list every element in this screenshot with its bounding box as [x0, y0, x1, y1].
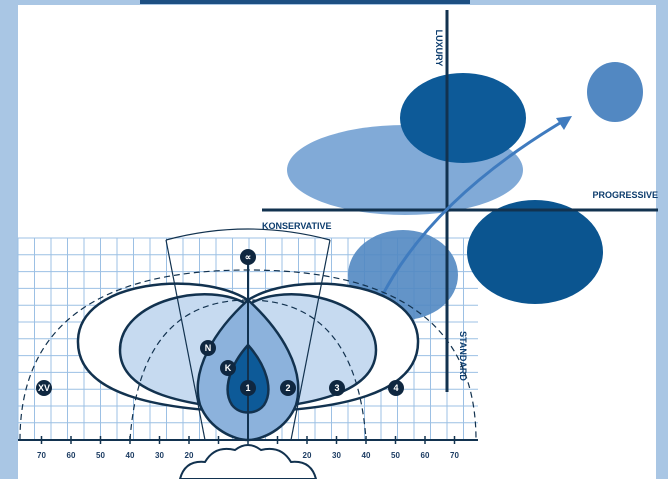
scale-label: 70: [37, 451, 46, 460]
scale-label: 60: [421, 451, 430, 460]
segment-blob: [467, 200, 603, 304]
scale-label: 20: [185, 451, 194, 460]
scale-label: 30: [155, 451, 164, 460]
axis-label: PROGRESSIVE: [592, 190, 658, 200]
segment-blob: [587, 62, 643, 122]
marker-dot: [220, 360, 236, 376]
marker-label: 2: [285, 383, 290, 393]
marker-label: 3: [334, 383, 339, 393]
marker-dot: [280, 380, 296, 396]
marker-label: K: [225, 363, 232, 373]
segment-blob: [400, 73, 526, 163]
scale-label: 50: [391, 451, 400, 460]
scale-label: 20: [303, 451, 312, 460]
axis-label: STANDARD: [458, 331, 468, 381]
marker-label: N: [205, 343, 212, 353]
marker-label: 4: [393, 383, 398, 393]
guides: [19, 228, 477, 441]
marker-label: 1: [245, 383, 250, 393]
marker-dot: [388, 380, 404, 396]
frame-left: [0, 0, 18, 479]
marker-dot: [200, 340, 216, 356]
scale: 70605040302010010203040506070: [37, 436, 459, 460]
axis-label: LUXURY: [434, 30, 444, 67]
scale-label: 40: [126, 451, 135, 460]
scale-label: 70: [450, 451, 459, 460]
head-outline: [178, 444, 318, 480]
marker-dot: [329, 380, 345, 396]
marker-dot: [240, 249, 256, 265]
arrow-head: [556, 116, 572, 130]
scale-label: 60: [67, 451, 76, 460]
scale-label: 40: [362, 451, 371, 460]
frame-right: [656, 0, 668, 479]
markers: ∝ N K 1 2 3 4 XV: [36, 249, 404, 396]
marker-label: ∝: [245, 252, 251, 262]
scale-label: 50: [96, 451, 105, 460]
top-band: [140, 0, 470, 4]
marker-dot: [240, 380, 256, 396]
marker-label: XV: [38, 383, 50, 393]
axis-label: KONSERVATIVE: [262, 221, 332, 231]
marker-dot: [36, 380, 52, 396]
scale-label: 30: [332, 451, 341, 460]
trend-arrow: [378, 118, 566, 301]
